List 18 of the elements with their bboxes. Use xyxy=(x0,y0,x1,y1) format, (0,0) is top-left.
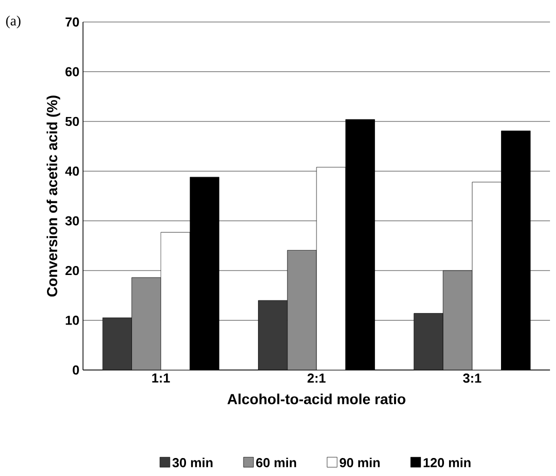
x-tick-label: 2:1 xyxy=(308,374,326,383)
y-tick-label: 20 xyxy=(65,266,79,276)
y-tick-label: 40 xyxy=(65,166,79,176)
y-tick-label: 60 xyxy=(65,67,79,76)
x-axis-title: Alcohol-to-acid mole ratio xyxy=(227,394,406,404)
x-tick-label: 1:1 xyxy=(152,374,170,382)
y-tick-label: 30 xyxy=(65,216,79,226)
legend-label: 120 min xyxy=(424,458,470,468)
legend-label: 90 min xyxy=(340,458,380,468)
legend-label: 30 min xyxy=(172,458,212,468)
y-tick-label: 10 xyxy=(66,316,79,325)
y-tick-label: 50 xyxy=(65,116,79,126)
x-tick-label: 3:1 xyxy=(463,374,482,383)
legend-label: 60 min xyxy=(256,458,296,468)
y-tick-label: 70 xyxy=(66,17,79,27)
text: (a) xyxy=(6,16,20,28)
y-axis-title: Conversion of acetic acid (%) xyxy=(46,96,60,297)
y-tick-label: 0 xyxy=(72,365,79,375)
